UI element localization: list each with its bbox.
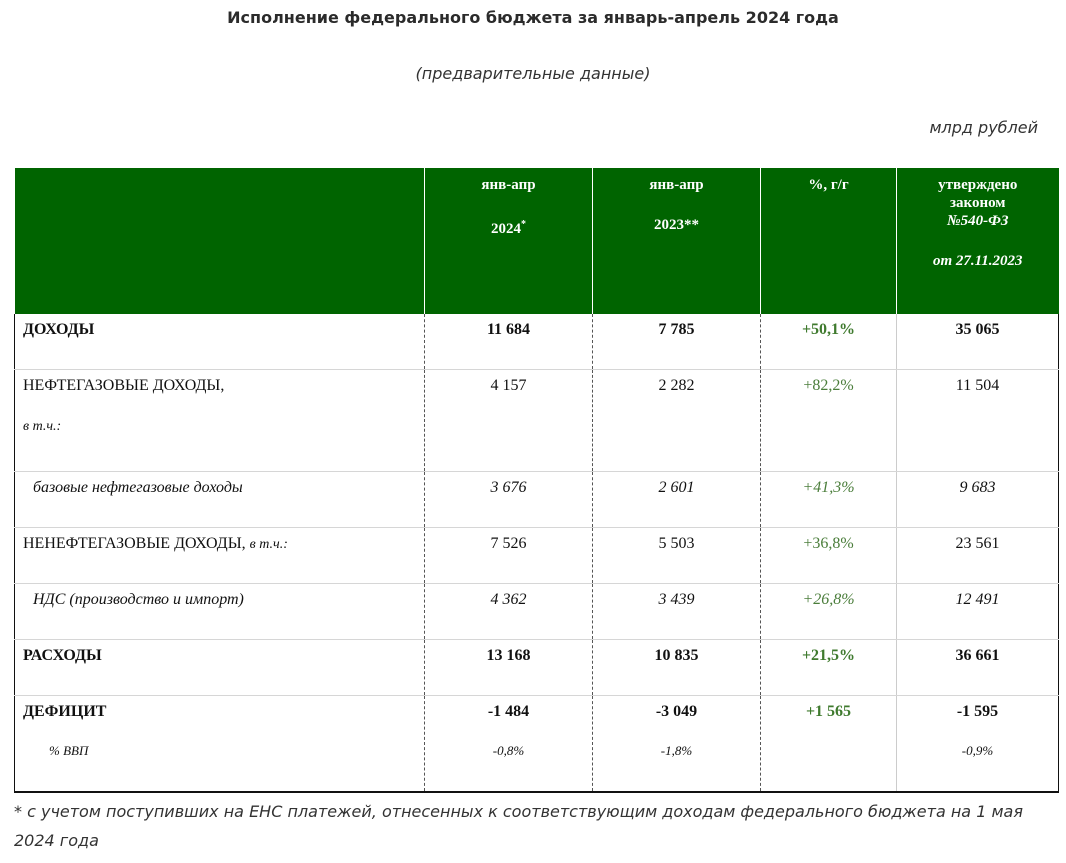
cell-law: -1 595 -0,9%: [896, 695, 1059, 793]
cell-law: 23 561: [896, 527, 1059, 584]
table-row: РАСХОДЫ 13 168 10 835 +21,5% 36 661: [14, 639, 1059, 696]
header-approved-by-law: утверждено законом №540-ФЗ от 27.11.2023: [896, 168, 1059, 314]
footnote: * с учетом поступивших на ЕНС платежей, …: [14, 802, 1023, 850]
cell-pct: +1 565: [760, 695, 897, 793]
cell-pct: +26,8%: [760, 583, 897, 640]
cell-2023: 2 282: [592, 369, 761, 472]
table-row: НДС (производство и импорт) 4 362 3 439 …: [14, 583, 1059, 640]
row-label-base-oil-gas: базовые нефтегазовые доходы: [14, 471, 425, 528]
cell-pct: +41,3%: [760, 471, 897, 528]
cell-2023: 3 439: [592, 583, 761, 640]
cell-2023: -3 049 -1,8%: [592, 695, 761, 793]
cell-pct: +36,8%: [760, 527, 897, 584]
row-label-oil-gas: НЕФТЕГАЗОВЫЕ ДОХОДЫ, в т.ч.:: [14, 369, 425, 472]
cell-2024: 3 676: [424, 471, 593, 528]
table-row: ДОХОДЫ 11 684 7 785 +50,1% 35 065: [14, 314, 1059, 370]
table-row: НЕФТЕГАЗОВЫЕ ДОХОДЫ, в т.ч.: 4 157 2 282…: [14, 369, 1059, 472]
cell-2024: 13 168: [424, 639, 593, 696]
units-label: млрд рублей: [929, 118, 1038, 137]
row-label-vat: НДС (производство и импорт): [14, 583, 425, 640]
cell-law: 12 491: [896, 583, 1059, 640]
cell-pct: +82,2%: [760, 369, 897, 472]
cell-2024: 4 362: [424, 583, 593, 640]
page-title: Исполнение федерального бюджета за январ…: [227, 8, 839, 27]
cell-law: 9 683: [896, 471, 1059, 528]
cell-2024: 4 157: [424, 369, 593, 472]
header-pct-yoy: %, г/г: [760, 168, 897, 314]
cell-law: 36 661: [896, 639, 1059, 696]
table-row: ДЕФИЦИТ % ВВП -1 484 -0,8% -3 049 -1,8% …: [14, 695, 1059, 793]
table-header-row: янв-апр 2024* янв-апр 2023** %, г/г утве…: [14, 168, 1059, 314]
cell-2023: 7 785: [592, 314, 761, 370]
table-row: НЕНЕФТЕГАЗОВЫЕ ДОХОДЫ, в т.ч.: 7 526 5 5…: [14, 527, 1059, 584]
cell-2023: 10 835: [592, 639, 761, 696]
cell-2023: 5 503: [592, 527, 761, 584]
header-label-column: [14, 168, 425, 314]
row-label-deficit: ДЕФИЦИТ % ВВП: [14, 695, 425, 793]
row-label-non-oil-gas: НЕНЕФТЕГАЗОВЫЕ ДОХОДЫ, в т.ч.:: [14, 527, 425, 584]
cell-law: 35 065: [896, 314, 1059, 370]
row-label-expenditures: РАСХОДЫ: [14, 639, 425, 696]
cell-2023: 2 601: [592, 471, 761, 528]
header-2023: янв-апр 2023**: [592, 168, 761, 314]
row-label-revenues: ДОХОДЫ: [14, 314, 425, 370]
cell-2024: -1 484 -0,8%: [424, 695, 593, 793]
cell-pct: +21,5%: [760, 639, 897, 696]
cell-law: 11 504: [896, 369, 1059, 472]
budget-table: янв-апр 2024* янв-апр 2023** %, г/г утве…: [14, 168, 1059, 793]
cell-2024: 11 684: [424, 314, 593, 370]
page-subtitle: (предварительные данные): [415, 64, 651, 83]
header-2024: янв-апр 2024*: [424, 168, 593, 314]
table-row: базовые нефтегазовые доходы 3 676 2 601 …: [14, 471, 1059, 528]
cell-pct: +50,1%: [760, 314, 897, 370]
cell-2024: 7 526: [424, 527, 593, 584]
